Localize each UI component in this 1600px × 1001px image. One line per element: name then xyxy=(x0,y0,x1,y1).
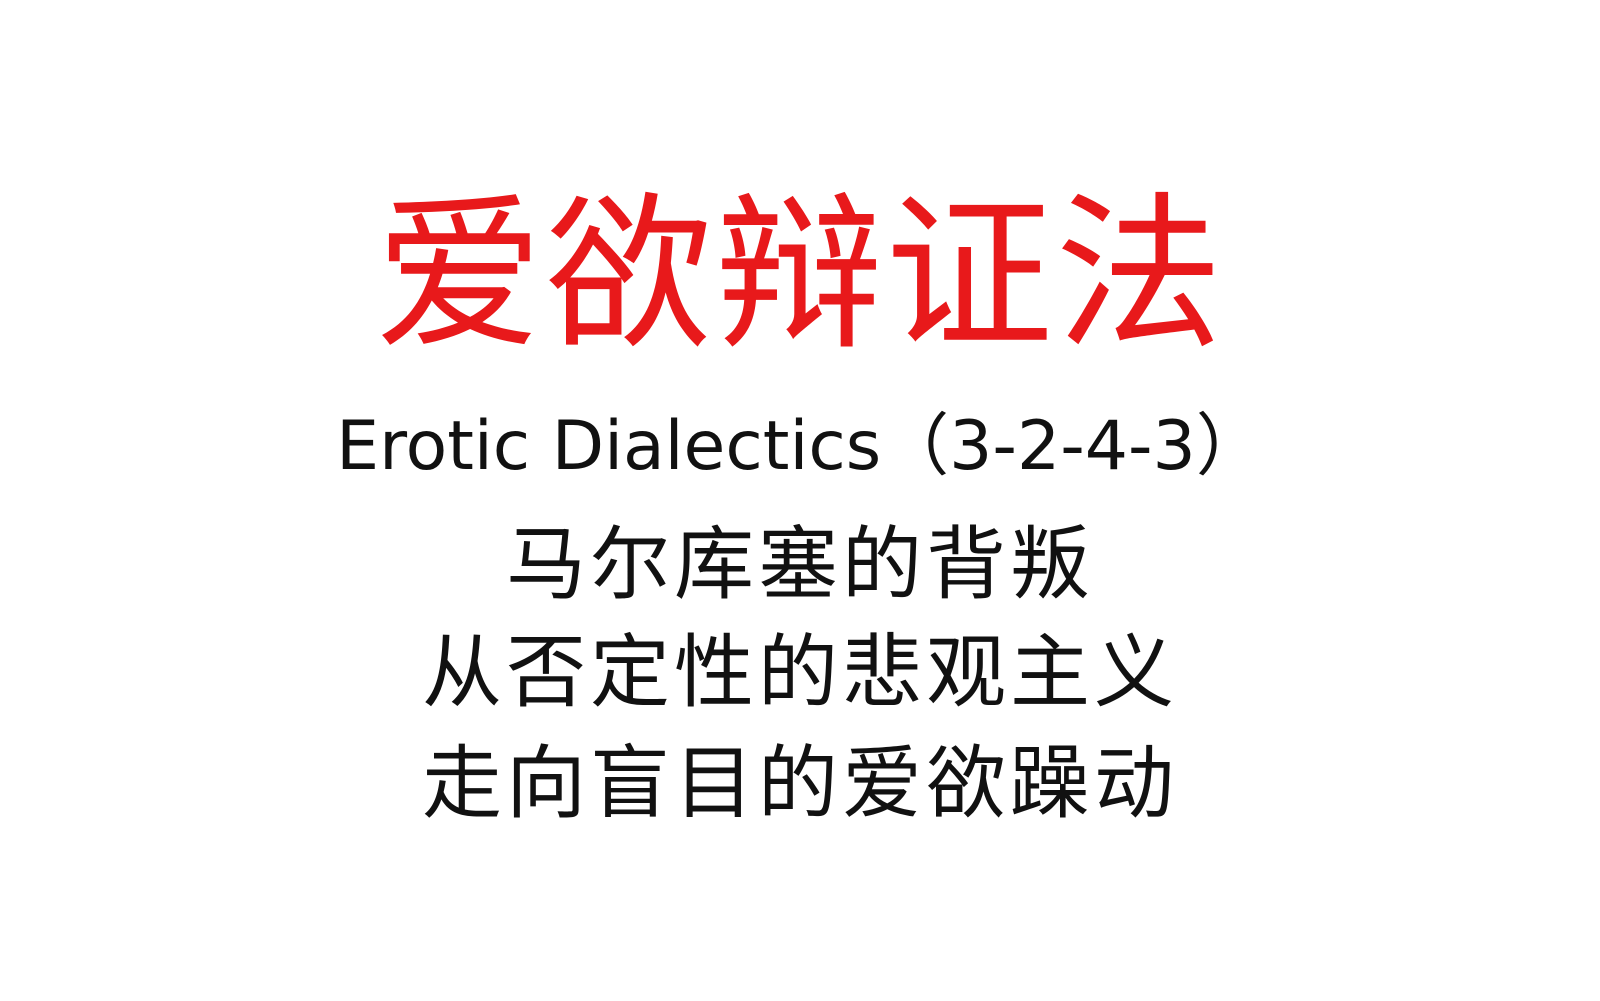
subtitle-line-3: 走向盲目的爱欲躁动 xyxy=(422,737,1178,830)
subtitle-line-2: 从否定性的悲观主义 xyxy=(422,626,1178,719)
subtitle-line-1: 马尔库塞的背叛 xyxy=(506,518,1094,611)
english-subtitle: Erotic Dialectics（3-2-4-3） xyxy=(336,407,1264,486)
main-title: 爱欲辩证法 xyxy=(375,177,1225,373)
